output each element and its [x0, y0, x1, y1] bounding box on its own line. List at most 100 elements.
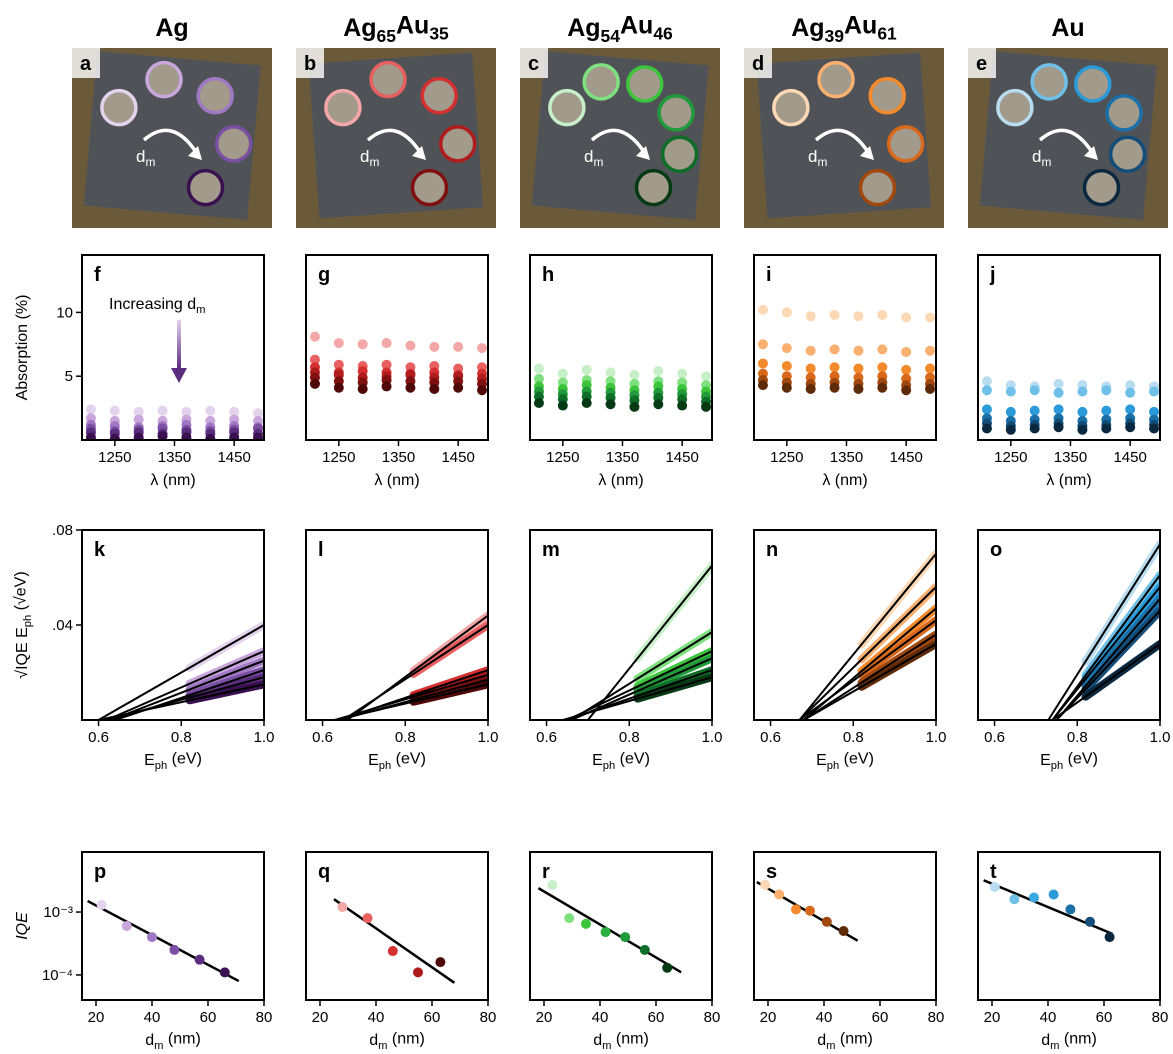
point: [662, 963, 672, 973]
text-part: m: [378, 1040, 387, 1052]
plot-area: [1048, 544, 1160, 720]
point: [382, 338, 392, 348]
point: [901, 347, 911, 357]
text-part: m: [369, 155, 379, 169]
x-tick-label: 0.6: [760, 729, 781, 746]
x-tick-label: 1350: [606, 449, 639, 466]
point: [853, 384, 863, 394]
photo: dma: [72, 48, 272, 228]
x-axis-label: Eph (eV): [368, 750, 426, 772]
point: [1077, 387, 1087, 397]
x-tick-label: 1.0: [926, 729, 947, 746]
electrode: [659, 96, 693, 130]
electrode: [441, 127, 475, 161]
plot-area: [334, 899, 454, 983]
text-part: Au: [396, 11, 429, 39]
point: [925, 346, 935, 356]
point: [205, 434, 215, 444]
text-part: m: [602, 1040, 611, 1052]
x-tick-label: 60: [1096, 1009, 1113, 1026]
point: [606, 367, 616, 377]
panel-letter: a: [80, 53, 92, 75]
electrode: [198, 79, 232, 113]
x-tick-label: 1350: [1054, 449, 1087, 466]
electrode: [663, 137, 697, 171]
text-part: λ (nm): [1046, 472, 1091, 489]
point: [310, 379, 320, 389]
text-part: Au: [844, 11, 877, 39]
x-axis-label: λ (nm): [1046, 472, 1091, 489]
point: [1085, 917, 1095, 927]
text-part: d: [369, 1032, 378, 1049]
point: [640, 945, 650, 955]
electrode: [870, 79, 904, 113]
panel-letter: q: [318, 861, 330, 883]
point: [791, 904, 801, 914]
x-tick-label: 40: [144, 1009, 161, 1026]
electrode: [1032, 65, 1066, 99]
text-part: Ag: [343, 14, 376, 42]
x-axis-label: λ (nm): [150, 472, 195, 489]
point: [606, 399, 616, 409]
y-tick-label: .04: [52, 617, 73, 634]
text-part: m: [154, 1040, 163, 1052]
text-part: E: [1040, 752, 1051, 769]
electrode: [217, 127, 251, 161]
point: [701, 402, 711, 412]
x-tick-label: 20: [984, 1009, 1001, 1026]
panel-letter: e: [976, 53, 987, 75]
x-axis-label: dm (nm): [1041, 1030, 1097, 1052]
x-tick-label: 1450: [889, 449, 922, 466]
text-part: d: [145, 1032, 154, 1049]
plot-area: [800, 554, 937, 720]
x-tick-label: 1350: [158, 449, 191, 466]
x-axis-label: Eph (eV): [816, 750, 874, 772]
x-tick-label: 80: [1152, 1009, 1169, 1026]
plot-area: [758, 305, 935, 395]
point: [97, 900, 107, 910]
point: [1101, 424, 1111, 434]
text-part: Increasing d: [109, 296, 196, 313]
text-part: E: [368, 752, 379, 769]
x-tick-label: 1250: [322, 449, 355, 466]
x-tick-label: 0.6: [536, 729, 557, 746]
text-part: d: [808, 147, 817, 166]
panel-letter: o: [990, 539, 1002, 561]
point: [581, 919, 591, 929]
text-part: Ag: [155, 14, 188, 42]
photo: dmc: [520, 48, 720, 228]
electrode: [550, 91, 584, 125]
x-tick-label: 20: [536, 1009, 553, 1026]
x-tick-label: 1450: [1113, 449, 1146, 466]
point: [405, 383, 415, 393]
point: [1125, 404, 1135, 414]
text-part: (nm): [1059, 1030, 1096, 1047]
point: [758, 305, 768, 315]
x-tick-label: 80: [704, 1009, 721, 1026]
photo: dme: [968, 48, 1168, 228]
point: [677, 369, 687, 379]
x-tick-label: 60: [872, 1009, 889, 1026]
plot-area: [757, 880, 858, 941]
x-axis-label: dm (nm): [593, 1030, 649, 1052]
x-axis-label: λ (nm): [598, 472, 643, 489]
text-part: (nm): [835, 1030, 872, 1047]
fit-line: [88, 901, 239, 981]
frame: [978, 852, 1160, 1000]
plot-area: [982, 376, 1159, 434]
x-tick-label: 1.0: [1150, 729, 1171, 746]
column-title: Ag39Au61: [791, 11, 897, 46]
point: [122, 921, 132, 931]
text-part: m: [1041, 155, 1051, 169]
electrode: [422, 79, 456, 113]
text-part: m: [145, 155, 155, 169]
point: [806, 384, 816, 394]
point: [901, 313, 911, 323]
text-part: λ (nm): [822, 472, 867, 489]
x-tick-label: 1.0: [254, 729, 275, 746]
text-part: Ag: [567, 14, 600, 42]
y-tick-label: 10⁻⁴: [42, 967, 73, 984]
fit-line: [335, 684, 488, 720]
fit-line: [984, 880, 1113, 934]
x-tick-label: 0.6: [984, 729, 1005, 746]
